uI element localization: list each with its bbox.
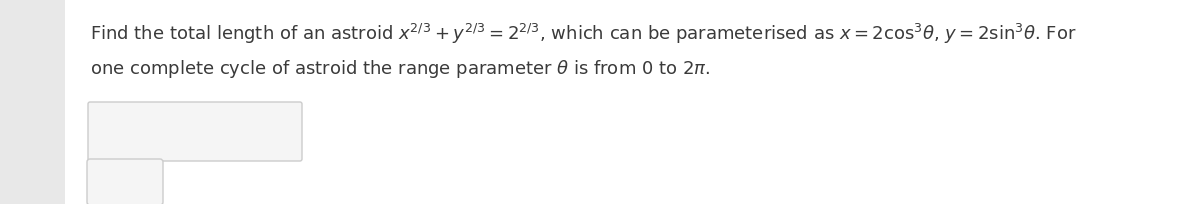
Text: one complete cycle of astroid the range parameter $\theta$ is from $0$ to $2\pi$: one complete cycle of astroid the range …	[90, 58, 710, 80]
Text: Find the total length of an astroid $x^{2/3} + y^{2/3} = 2^{2/3}$, which can be : Find the total length of an astroid $x^{…	[90, 22, 1076, 46]
FancyBboxPatch shape	[88, 159, 163, 204]
FancyBboxPatch shape	[88, 102, 302, 161]
FancyBboxPatch shape	[0, 0, 65, 204]
